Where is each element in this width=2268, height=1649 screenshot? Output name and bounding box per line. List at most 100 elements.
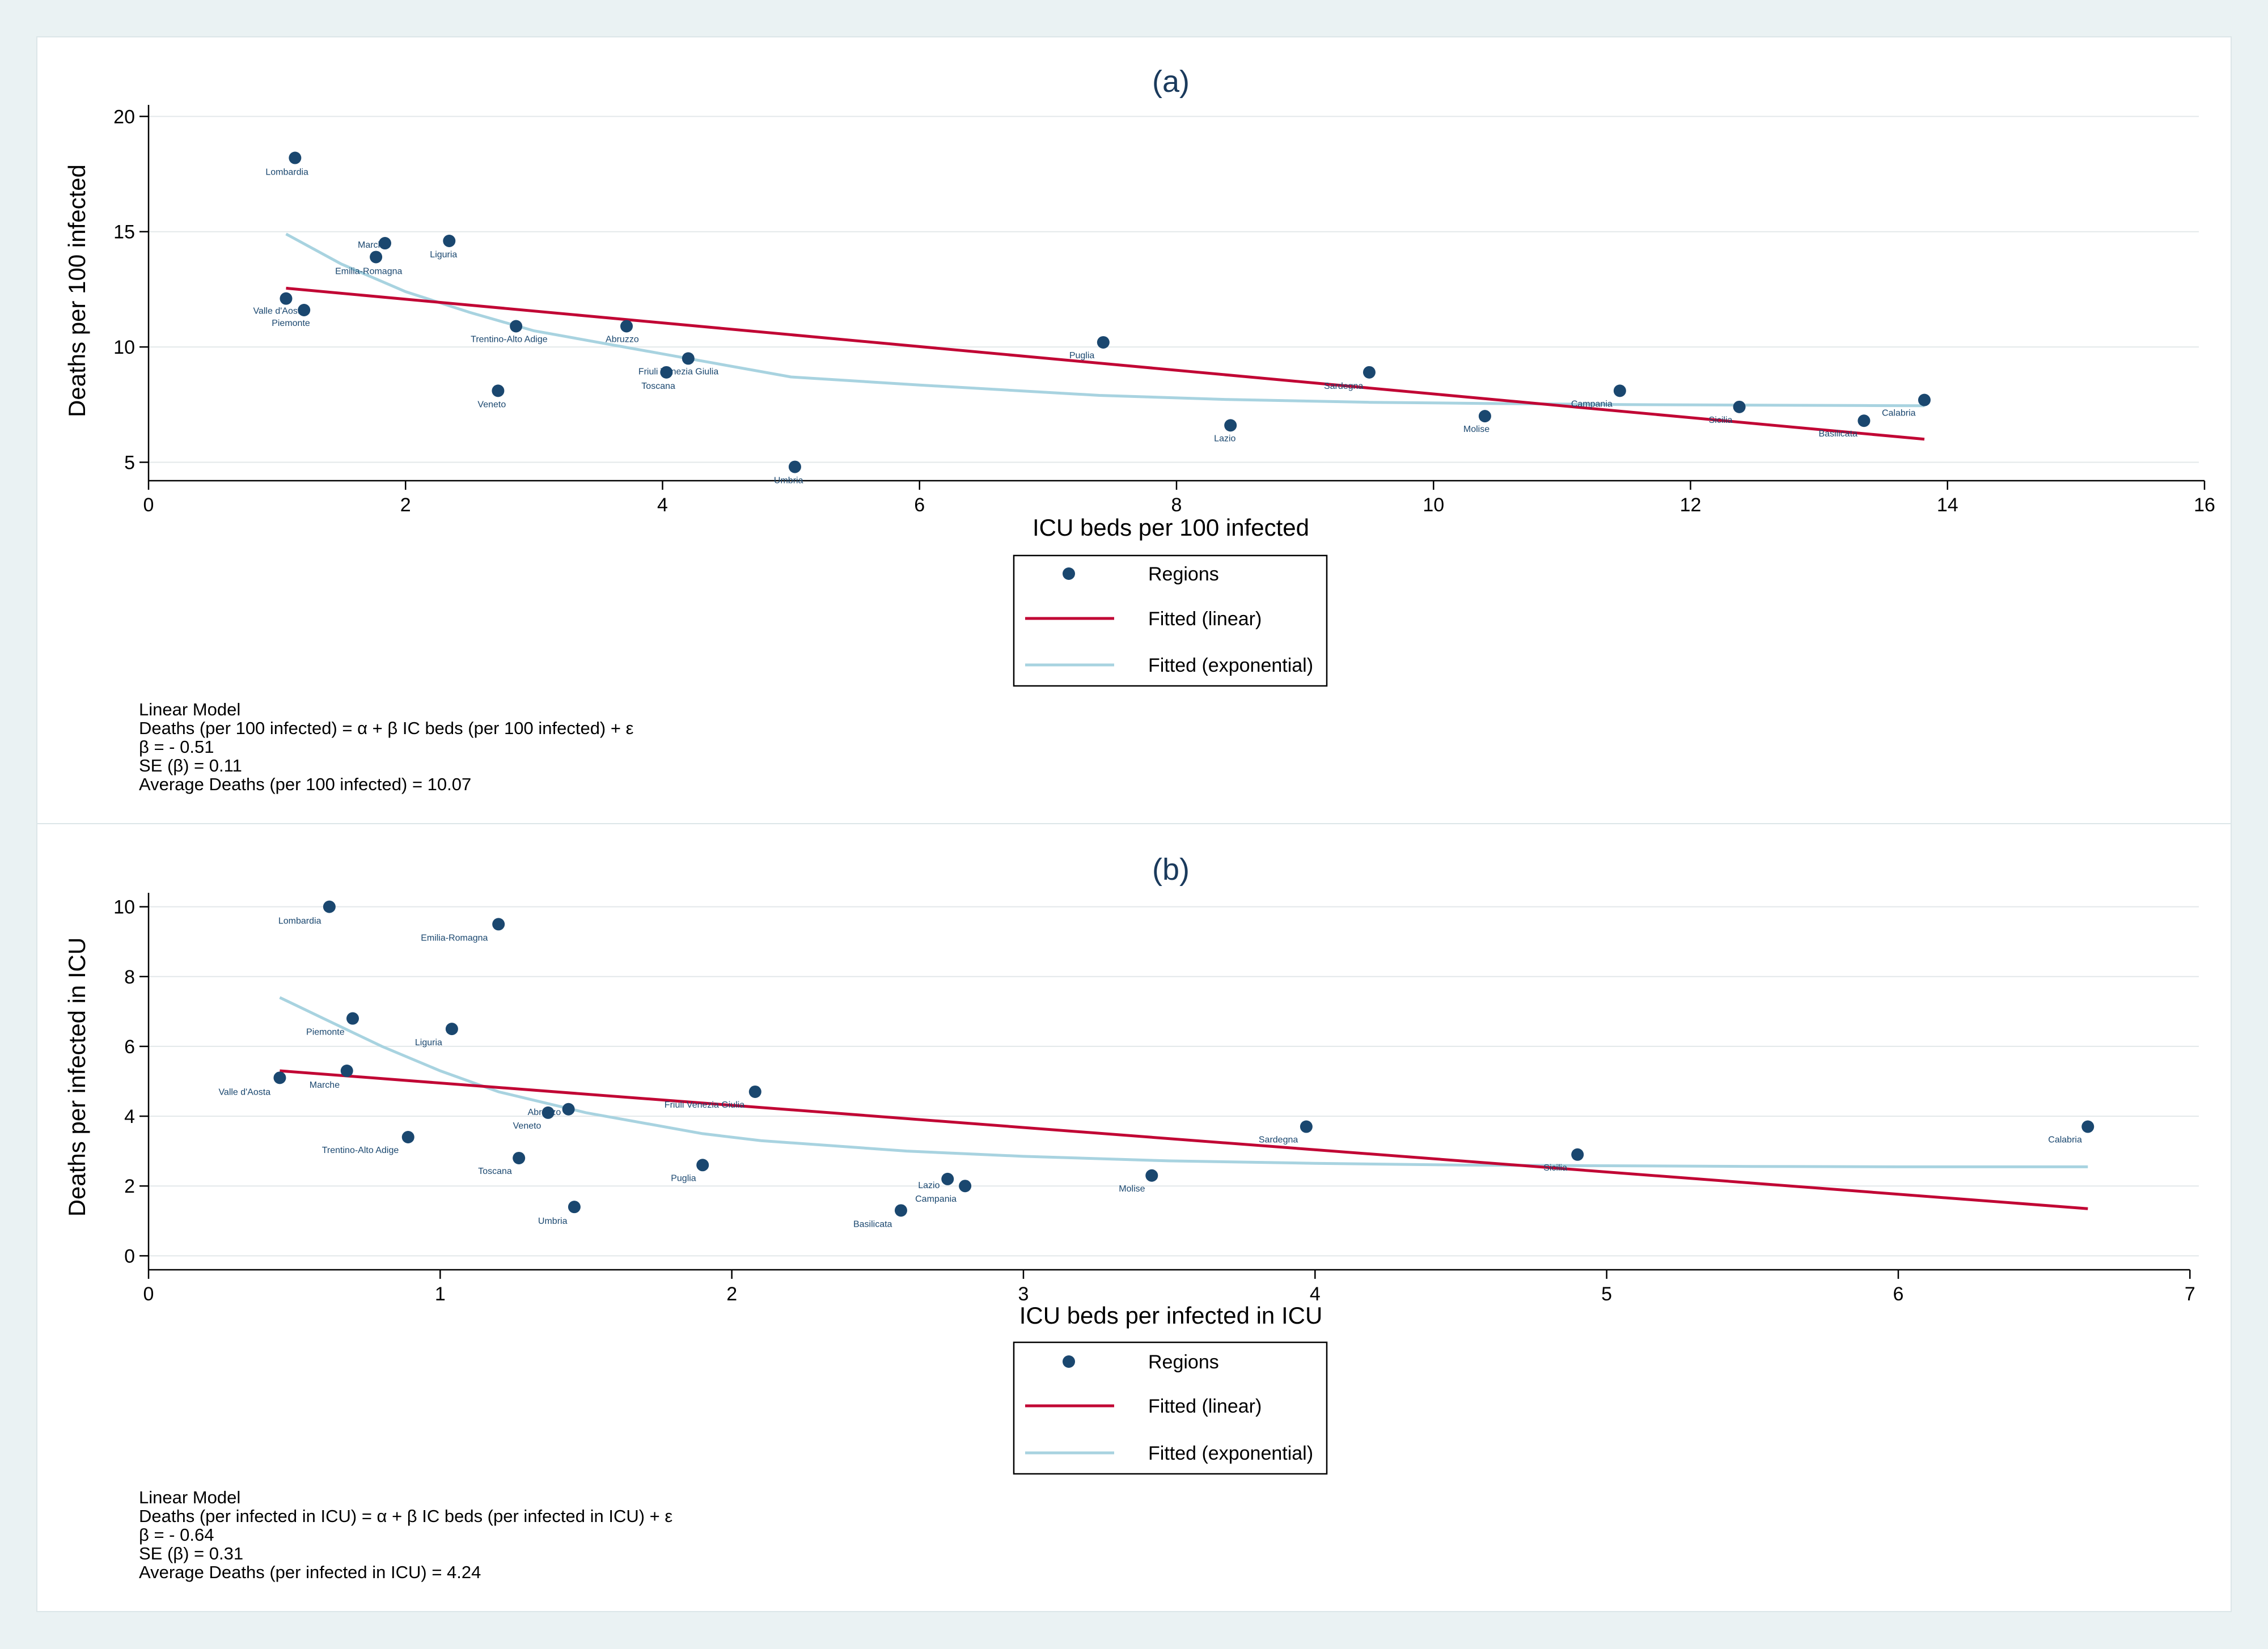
panel-a-point-label-veneto: Veneto (477, 400, 506, 409)
panel-b-point-veneto (541, 1106, 555, 1119)
panel-a-model-note: Linear Model Deaths (per 100 infected) =… (139, 700, 634, 794)
panel-b-x-tick-label-0: 0 (143, 1283, 154, 1305)
panel-a-point-label-puglia: Puglia (1069, 351, 1095, 361)
panel-a-point-label-valle-d-aosta: Valle d'Aosta (253, 307, 305, 316)
panel-b-point-label-liguria: Liguria (415, 1038, 442, 1048)
panel-b-point-basilicata (894, 1204, 907, 1217)
panel-a-point-emilia-romagna (370, 251, 383, 264)
panel-b-point-label-trentino-alto-adige: Trentino-Alto Adige (322, 1146, 399, 1155)
panel-b-y-tick-label-10: 10 (113, 897, 135, 918)
panel-b-point-toscana (513, 1151, 526, 1164)
panel-b-point-abruzzo (562, 1103, 575, 1116)
panel-b-point-calabria (2081, 1120, 2094, 1133)
panel-a-point-basilicata (1857, 414, 1871, 427)
panel-b-axes: 0 2 4 6 8 10 0 1 2 3 4 5 6 7 (113, 893, 2195, 1305)
panel-a-point-label-piemonte: Piemonte (272, 319, 310, 328)
panel-b-points: Lombardia Emilia-Romagna Piemonte Liguria Va… (218, 900, 2094, 1229)
panel-b-y-tick-label-6: 6 (124, 1036, 135, 1058)
panel-a-point-toscana (660, 366, 673, 379)
panel-a-point-liguria (443, 234, 456, 247)
panel-a-point-label-trentino-alto-adige: Trentino-Alto Adige (471, 334, 548, 344)
panel-a-x-tick-label-12: 12 (1680, 494, 1702, 516)
panel-b-x-tick-label-7: 7 (2185, 1283, 2195, 1305)
panel-a-point-marche (378, 237, 391, 250)
panel-b-point-marche (340, 1065, 353, 1078)
panel-b-legend-regions-marker (1063, 1355, 1075, 1368)
panel-b-point-label-lombardia: Lombardia (278, 917, 321, 926)
panel-b-point-label-lazio: Lazio (918, 1181, 940, 1190)
panel-a-point-label-sardegna: Sardegna (1324, 381, 1363, 391)
panel-b-x-tick-label-4: 4 (1310, 1283, 1321, 1305)
panel-b-fitted-linear-line (280, 1069, 2088, 1210)
panel-a-point-label-marche: Marche (358, 240, 388, 250)
panel-a-point-label-lombardia: Lombardia (265, 168, 308, 177)
panel-b-y-tick-label-0: 0 (124, 1245, 135, 1267)
panel-a-point-label-basilicata: Basilicata (1818, 429, 1857, 439)
panel-a-point-trentino-alto-adige (510, 320, 523, 333)
panel-b-legend: Regions Fitted (linear) Fitted (exponent… (1013, 1341, 1328, 1475)
panel-b-x-tick-label-6: 6 (1893, 1283, 1903, 1305)
panel-a-x-tick-label-2: 2 (400, 494, 411, 516)
panel-a-point-lombardia (289, 151, 302, 164)
panel-b-point-label-basilicata: Basilicata (853, 1219, 892, 1229)
panel-b-point-friuli-venezia-giulia (748, 1085, 761, 1098)
panel-b-point-label-veneto: Veneto (513, 1121, 541, 1131)
panel-a-point-label-friuli-venezia-giulia: Friuli Venezia Giulia (638, 367, 719, 376)
panel-a-y-tick-label-20: 20 (113, 106, 135, 128)
panel-b-note-line-1: Linear Model (139, 1487, 240, 1507)
panel-a-x-axis-title: ICU beds per 100 infected (1033, 514, 1309, 541)
panel-b-model-note: Linear Model Deaths (per infected in ICU… (139, 1487, 672, 1582)
panel-b-point-label-piemonte: Piemonte (306, 1028, 345, 1037)
panel-b-point-puglia (696, 1159, 709, 1172)
panel-a-point-umbria (788, 460, 801, 473)
panel-a-note-line-4: SE (β) = 0.11 (139, 756, 242, 775)
panel-b-point-label-umbria: Umbria (538, 1216, 568, 1226)
panel-b-y-tick-label-8: 8 (124, 966, 135, 988)
panel-b-point-label-puglia: Puglia (671, 1173, 696, 1183)
panel-a-x-tick-label-16: 16 (2194, 494, 2215, 516)
panel-a-point-label-emilia-romagna: Emilia-Romagna (335, 266, 402, 276)
panel-b-point-label-molise: Molise (1119, 1184, 1145, 1194)
panel-b-point-label-marche: Marche (310, 1080, 340, 1090)
panel-a-points: Lombardia Emilia-Romagna Marche Liguria Vall… (253, 151, 1931, 486)
panel-b-legend-exponential-label: Fitted (exponential) (1148, 1443, 1313, 1464)
panel-a-point-calabria (1918, 393, 1931, 406)
panel-a-note-line-5: Average Deaths (per 100 infected) = 10.0… (139, 774, 471, 794)
panel-a-y-axis-title: Deaths per 100 infected (64, 164, 90, 417)
panel-a-point-sardegna (1363, 366, 1376, 379)
panel-b-point-umbria (568, 1201, 581, 1214)
panel-a-point-abruzzo (620, 320, 633, 333)
panel-a-point-label-molise: Molise (1463, 425, 1490, 434)
panel-b-legend-linear-label: Fitted (linear) (1148, 1396, 1262, 1417)
panel-a-point-label-abruzzo: Abruzzo (606, 334, 639, 344)
panel-a-x-tick-label-4: 4 (657, 494, 668, 516)
panel-b-point-label-valle-d-aosta: Valle d'Aosta (218, 1087, 270, 1097)
panel-b-point-emilia-romagna (492, 918, 505, 931)
panel-a-point-molise (1478, 410, 1491, 423)
panel-a-fitted-lines (285, 232, 1925, 441)
panel-b-point-lombardia (323, 900, 336, 913)
panel-b-note-line-4: SE (β) = 0.31 (139, 1544, 243, 1563)
panel-a-point-label-liguria: Liguria (430, 250, 457, 260)
panel-a-point-puglia (1097, 336, 1110, 349)
panel-b-point-valle-d-aosta (273, 1071, 286, 1084)
panel-b-gridlines (149, 906, 2199, 1257)
panel-a-y-tick-label-15: 15 (113, 222, 135, 243)
panel-b: (b) 0 2 4 6 8 10 0 1 2 3 4 5 6 7 ICU beds per infecte… (64, 853, 2199, 1582)
panel-b-note-line-3: β = - 0.64 (139, 1525, 214, 1545)
panel-b-point-sardegna (1300, 1120, 1313, 1133)
panel-b-x-axis-title: ICU beds per infected in ICU (1019, 1302, 1323, 1329)
panel-b-point-sicilia (1571, 1148, 1584, 1161)
panel-a-point-valle-d-aosta (280, 292, 293, 305)
panel-b-point-trentino-alto-adige (401, 1131, 414, 1144)
panel-b-point-campania (959, 1180, 972, 1193)
panel-a-x-tick-label-8: 8 (1171, 494, 1182, 516)
panel-b-point-molise (1145, 1169, 1158, 1182)
panel-b-point-label-calabria: Calabria (2048, 1135, 2082, 1145)
panel-b-point-piemonte (346, 1012, 359, 1025)
panel-a-y-tick-label-10: 10 (113, 337, 135, 358)
panel-b-point-label-abruzzo: Abruzzo (528, 1108, 561, 1117)
panel-b-legend-regions-label: Regions (1148, 1351, 1219, 1373)
panel-b-fitted-exponential-line (279, 996, 2088, 1168)
panel-b-point-label-sicilia: Sicilia (1543, 1163, 1567, 1173)
